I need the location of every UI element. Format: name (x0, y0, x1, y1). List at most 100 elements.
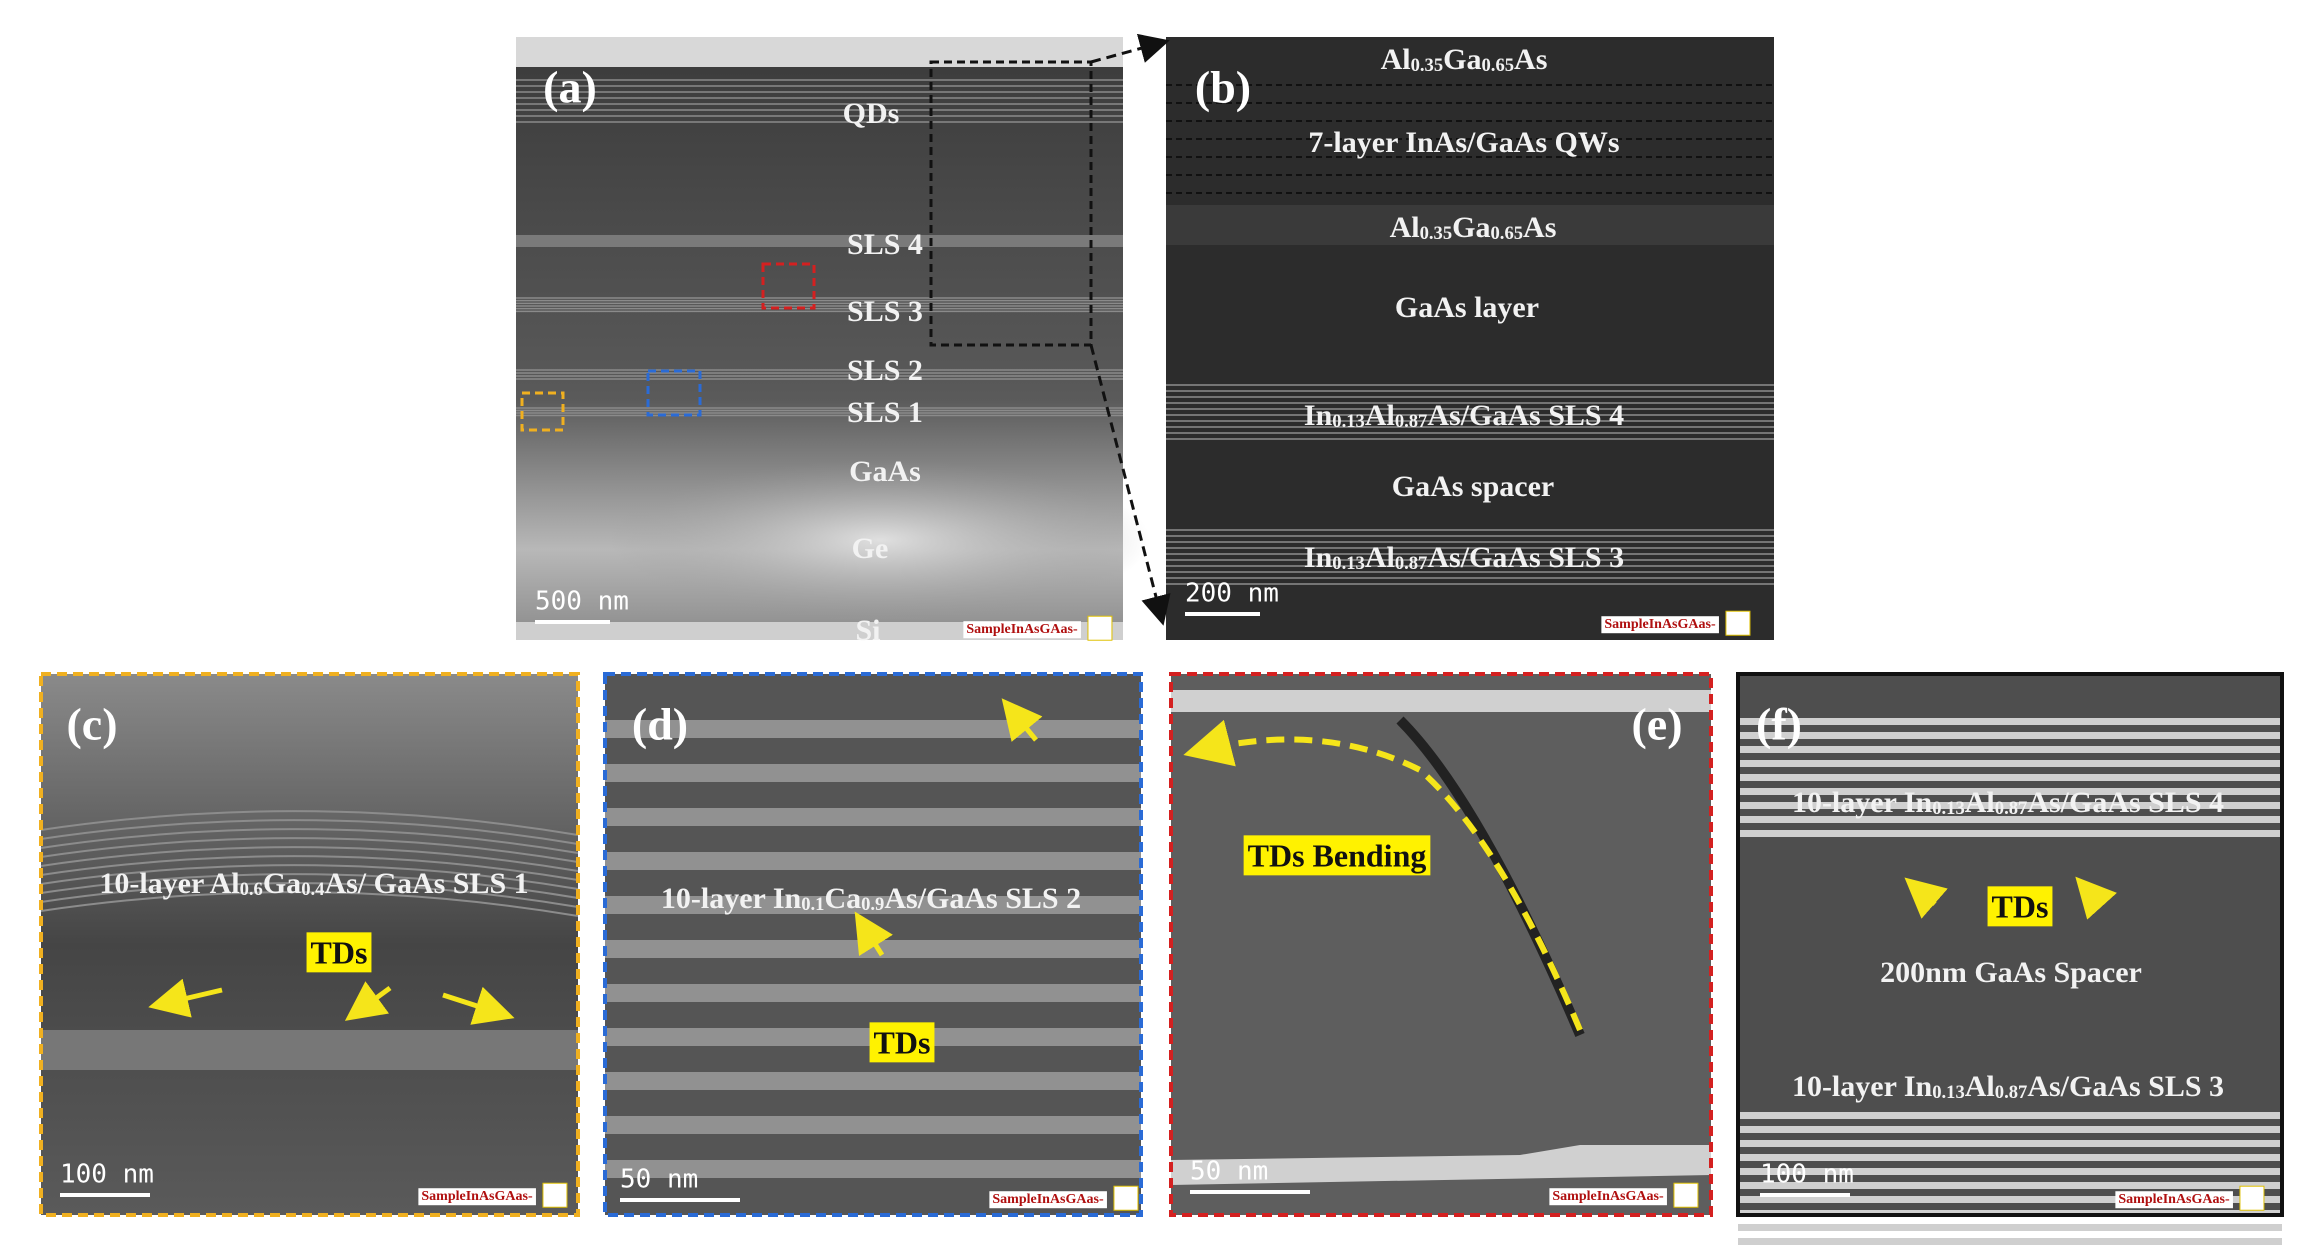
text-part: 0.13 (1932, 798, 1965, 819)
region-box (646, 369, 702, 417)
layer-label: Al0.35Ga0.65As (1390, 211, 1557, 244)
layer-label: GaAs layer (1395, 291, 1539, 324)
panel-frame (1169, 672, 1713, 1217)
text-part: GaAs spacer (1392, 470, 1554, 503)
sls-stripe (40, 873, 579, 899)
sls-stripe (605, 1160, 1141, 1178)
layer-label: SLS 2 (847, 354, 923, 387)
panel-label: (c) (66, 699, 117, 750)
watermark-bg (989, 1191, 1107, 1209)
region-box (929, 60, 1093, 347)
text-part: 0.4 (301, 879, 324, 900)
text-part: 0.35 (1420, 223, 1453, 244)
text-part: As/GaAs SLS 2 (884, 882, 1081, 915)
panel-label: (f) (1756, 699, 1802, 750)
sls-stripe (1738, 1112, 2282, 1119)
layer-label: 10-layer Al0.6Ga0.4As/ GaAs SLS 1 (99, 867, 528, 900)
panel-frame (603, 672, 1143, 1217)
text-part: 0.87 (1395, 411, 1428, 432)
band-bottom (1171, 1145, 1711, 1185)
text-part: 0.35 (1411, 55, 1444, 76)
sls-stripe (1738, 816, 2282, 823)
text-part: As/GaAs SLS 4 (2027, 786, 2224, 819)
watermark-bg (963, 621, 1081, 639)
text-part: As (1514, 43, 1547, 76)
text-part: SLS 4 (847, 228, 923, 261)
text-part: Al (1365, 399, 1395, 432)
text-part: As (1523, 211, 1556, 244)
td-label: TDs Bending (1248, 837, 1427, 873)
logo (1725, 610, 1751, 636)
td-highlight (869, 1022, 935, 1063)
text-part: 10-layer Al (99, 867, 239, 900)
text-part: 0.65 (1482, 55, 1515, 76)
layer-label: QDs (843, 97, 900, 130)
watermark: SampleInAsGAas- (1604, 617, 1716, 632)
zoom-arrow (1090, 33, 1170, 64)
sls-stripe (605, 764, 1141, 782)
watermark-bg (418, 1188, 536, 1206)
band-top (1171, 690, 1711, 712)
text-part: As/GaAs SLS 3 (1427, 541, 1624, 574)
text-part: 0.65 (1491, 223, 1524, 244)
layer-label: 200nm GaAs Spacer (1880, 956, 2142, 989)
text-part: QDs (843, 97, 900, 130)
watermark: SampleInAsGAas- (966, 622, 1078, 637)
text-part: In (1304, 399, 1333, 432)
sls-stripe (1738, 1182, 2282, 1189)
sls-stripe (1738, 746, 2282, 753)
micrograph (1171, 674, 1711, 1215)
sls-stripe (605, 896, 1141, 914)
panel-label: (e) (1631, 699, 1682, 750)
text-part: 0.87 (1995, 798, 2028, 819)
micrograph (1166, 37, 1774, 640)
td-arrow (442, 986, 515, 1025)
watermark: SampleInAsGAas- (2118, 1192, 2230, 1207)
td-arrow (1001, 698, 1043, 742)
algaas-band (1166, 205, 1774, 245)
scale-bar-label: 100 nm (60, 1160, 154, 1190)
sls-stripe (1738, 732, 2282, 739)
sls-stripe (40, 855, 579, 881)
layer-label: GaAs spacer (1392, 470, 1554, 503)
top-layer (516, 37, 1123, 67)
scale-bar-label: 500 nm (535, 587, 629, 617)
text-part: GaAs (849, 455, 921, 488)
panel-frame (1736, 672, 2284, 1217)
text-part: 0.13 (1932, 1082, 1965, 1103)
layer-label: Ge (852, 532, 889, 565)
region-box (520, 391, 565, 432)
panel-label: (a) (543, 62, 597, 113)
sls-stripe (1738, 802, 2282, 809)
td-arrow (1904, 877, 1948, 919)
text-part: 0.1 (801, 894, 824, 915)
layer-label: SLS 1 (847, 396, 923, 429)
text-part: As/ GaAs SLS 1 (324, 867, 528, 900)
logo (1113, 1185, 1139, 1211)
panel-label: (d) (632, 699, 688, 750)
td-label: TDs (874, 1024, 931, 1060)
layer-label: In0.13Al0.87As/GaAs SLS 4 (1304, 399, 1624, 432)
text-part: Al (1381, 43, 1411, 76)
logo (1087, 615, 1113, 641)
watermark-bg (1601, 616, 1719, 634)
td-highlight (1987, 886, 2053, 927)
text-part: 0.13 (1332, 411, 1365, 432)
micrograph (1738, 674, 2282, 1215)
layer-label: 10-layer In0.13Al0.87As/GaAs SLS 3 (1792, 1070, 2224, 1103)
text-part: Ga (263, 867, 301, 900)
watermark-bg (2115, 1191, 2233, 1209)
sls-stripe (1738, 774, 2282, 781)
sls-stripe (40, 882, 579, 908)
sls-stripe (40, 864, 579, 890)
sls-stripe (40, 891, 579, 917)
layer-label: In0.13Al0.87As/GaAs SLS 3 (1304, 541, 1624, 574)
text-part: Ge (852, 532, 889, 565)
sls-stripe (1738, 1154, 2282, 1161)
text-part: Al (1365, 541, 1395, 574)
sls-stripe (40, 846, 579, 872)
text-part: As/GaAs SLS 3 (2027, 1070, 2224, 1103)
td-label: TDs (311, 934, 368, 970)
scale-bar-label: 50 nm (620, 1165, 698, 1195)
text-part: 0.87 (1995, 1082, 2028, 1103)
